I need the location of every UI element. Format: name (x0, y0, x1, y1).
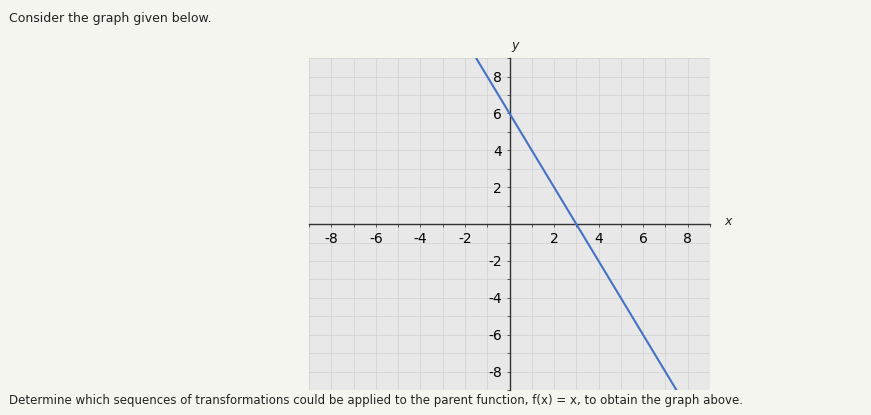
Text: x: x (724, 215, 732, 228)
Text: Consider the graph given below.: Consider the graph given below. (9, 12, 212, 25)
Text: Determine which sequences of transformations could be applied to the parent func: Determine which sequences of transformat… (9, 394, 743, 407)
Text: y: y (511, 39, 519, 52)
